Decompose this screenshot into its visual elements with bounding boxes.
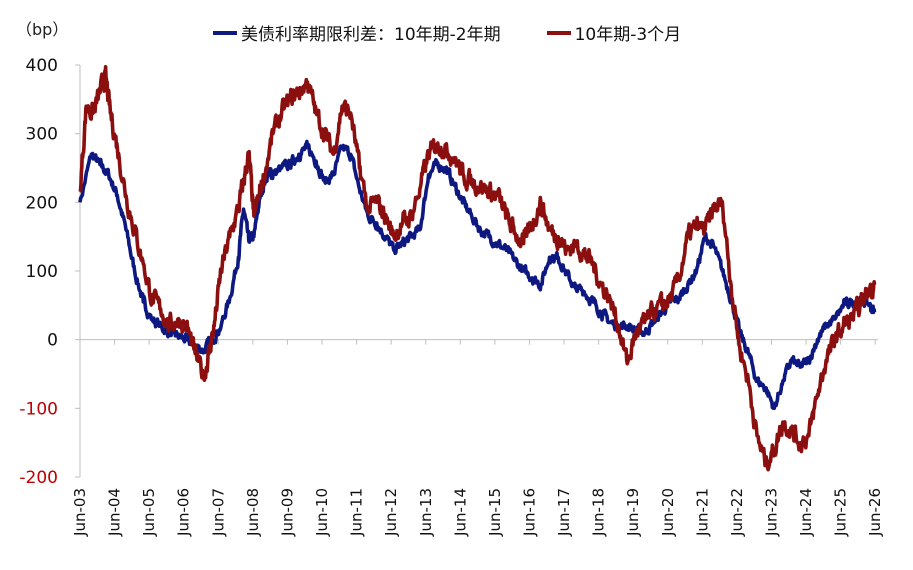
series-line-10y-3m — [78, 65, 877, 472]
x-tick-label: Jun-13 — [417, 488, 435, 537]
y-tick-label: 100 — [26, 262, 58, 282]
x-tick-label: Jun-15 — [486, 488, 504, 537]
legend-item-10y-3m: 10年期-3个月 — [546, 20, 682, 45]
x-tick-label: Jun-08 — [244, 488, 262, 537]
x-tick-label: Jun-16 — [520, 488, 538, 537]
x-tick-label: Jun-12 — [382, 488, 400, 537]
x-tick-label: Jun-24 — [797, 488, 815, 537]
legend-swatch-10y-3m — [546, 30, 571, 35]
legend-label-10y-2y: 美债利率期限利差：10年期-2年期 — [241, 25, 501, 45]
legend-swatch-10y-2y — [213, 30, 237, 35]
x-tick-label: Jun-19 — [624, 488, 642, 537]
y-tick-label: 200 — [26, 193, 58, 213]
legend-label-10y-3m: 10年期-3个月 — [574, 25, 682, 45]
chart-legend: 美债利率期限利差：10年期-2年期 10年期-3个月 — [213, 20, 727, 45]
y-axis-unit-label: （bp） — [16, 20, 69, 39]
x-tick-label: Jun-10 — [313, 488, 331, 537]
x-tick-label: Jun-25 — [832, 488, 850, 537]
x-tick-label: Jun-18 — [590, 488, 608, 537]
y-tick-label: 300 — [26, 125, 58, 145]
x-tick-label: Jun-07 — [209, 488, 227, 537]
x-tick-label: Jun-17 — [555, 488, 573, 537]
x-tick-label: Jun-05 — [140, 488, 158, 537]
x-tick-label: Jun-09 — [278, 488, 296, 537]
y-tick-label: 0 — [47, 331, 58, 351]
series-line-10y-2y — [78, 139, 877, 411]
x-tick-label: Jun-21 — [693, 488, 711, 537]
x-tick-label: Jun-06 — [175, 488, 193, 537]
x-tick-label: Jun-04 — [106, 488, 124, 537]
x-tick-label: Jun-11 — [348, 488, 366, 537]
y-tick-label: -100 — [19, 399, 58, 419]
x-tick-label: Jun-03 — [71, 488, 89, 537]
x-tick-label: Jun-23 — [763, 488, 781, 537]
y-tick-label: -200 — [19, 468, 58, 488]
x-tick-label: Jun-14 — [451, 488, 469, 537]
x-tick-label: Jun-22 — [728, 488, 746, 537]
y-tick-label: 400 — [26, 56, 58, 76]
x-tick-label: Jun-26 — [866, 488, 884, 537]
legend-item-10y-2y: 美债利率期限利差：10年期-2年期 — [213, 20, 501, 45]
x-tick-label: Jun-20 — [659, 488, 677, 537]
